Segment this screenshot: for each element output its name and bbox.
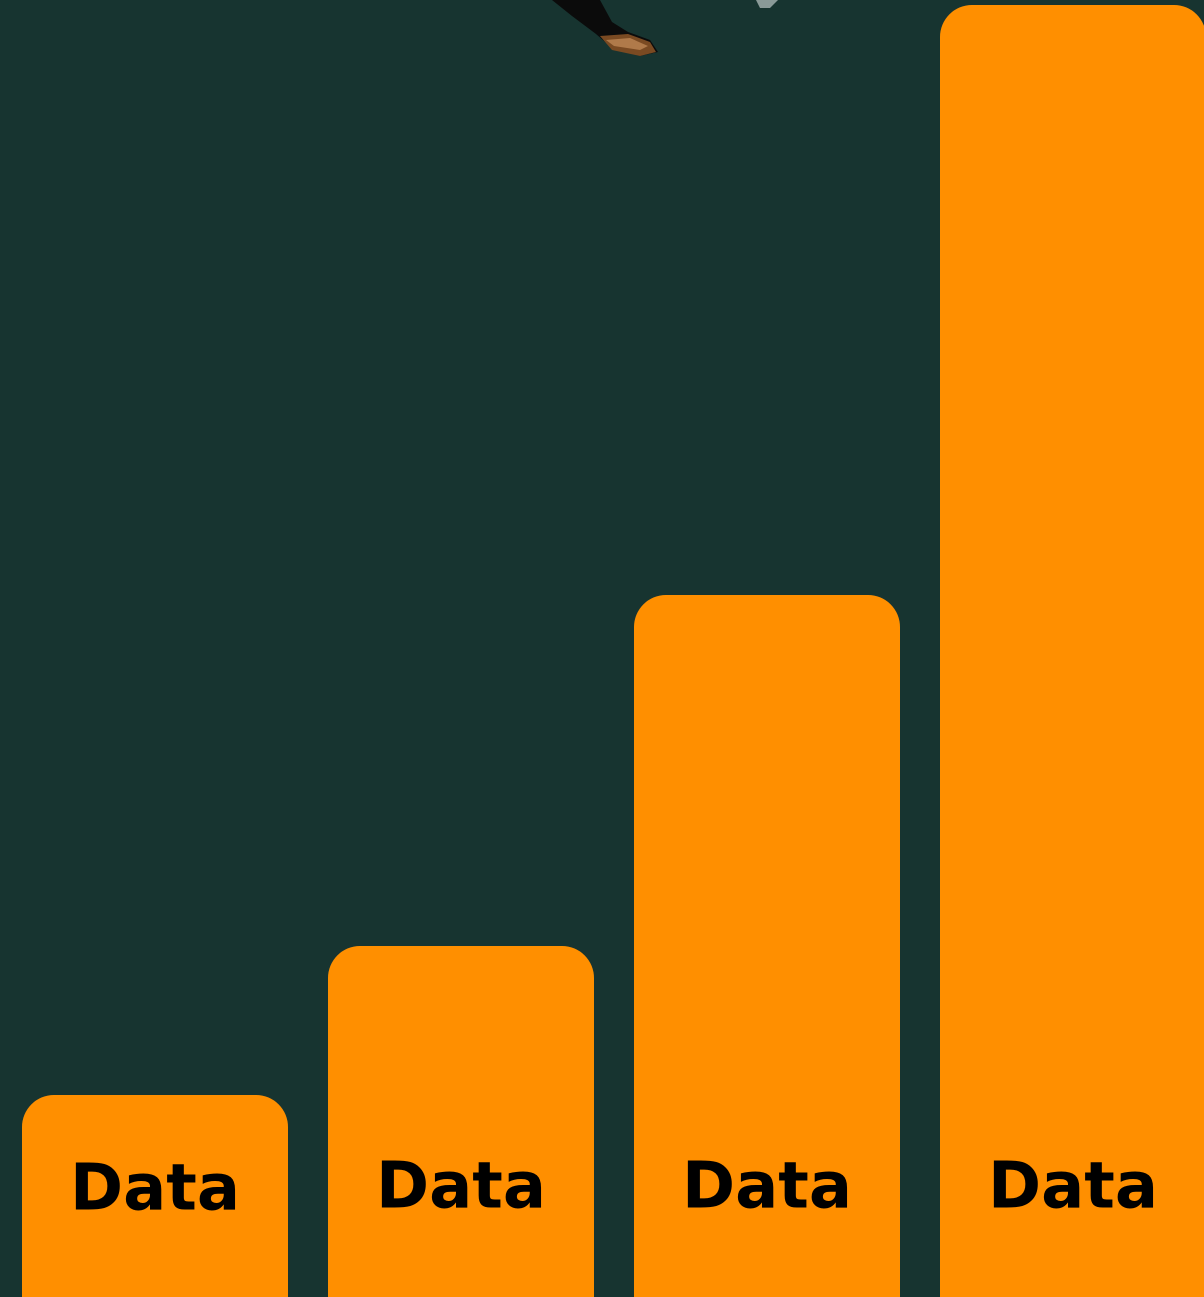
bar-label: Data bbox=[376, 1150, 546, 1224]
bar-label: Data bbox=[682, 1150, 852, 1224]
boot-illustration bbox=[552, 0, 778, 56]
bars bbox=[22, 5, 1204, 1297]
bar-label: Data bbox=[70, 1152, 240, 1226]
bar-label: Data bbox=[988, 1150, 1158, 1224]
bar bbox=[940, 5, 1204, 1297]
bar bbox=[328, 946, 594, 1297]
bar bbox=[634, 595, 900, 1297]
bar bbox=[22, 1095, 288, 1297]
